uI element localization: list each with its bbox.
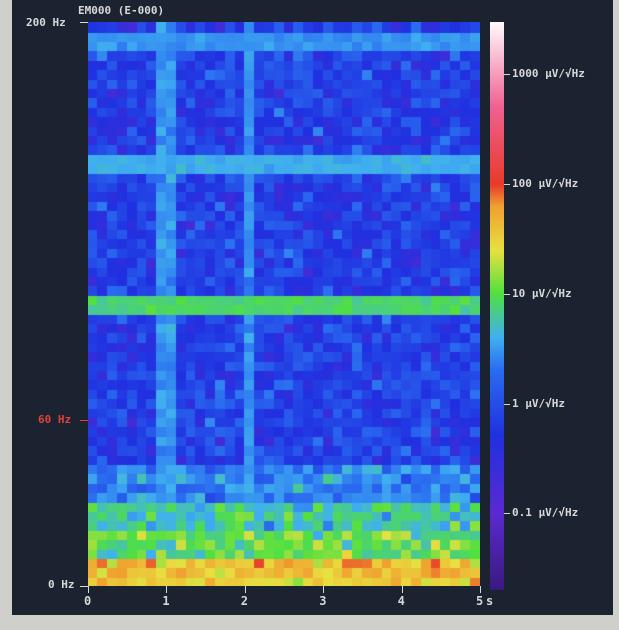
colorbar — [490, 22, 504, 590]
colorbar-tick — [504, 184, 510, 186]
colorbar-tick-label: 1 μV/√Hz — [512, 396, 565, 410]
spectrogram-heatmap — [88, 22, 480, 586]
x-tick — [88, 586, 89, 593]
x-tick — [401, 586, 403, 593]
x-tick — [244, 586, 246, 593]
x-tick-label: 1 — [162, 594, 170, 608]
colorbar-tick-label: 100 μV/√Hz — [512, 177, 579, 191]
y-tick-60 — [80, 420, 88, 421]
x-tick — [323, 586, 325, 593]
x-tick-label: 4 — [397, 594, 405, 608]
colorbar-tick — [504, 513, 510, 515]
colorbar-tick-label: 1000 μV/√Hz — [512, 67, 585, 81]
colorbar-tick — [504, 403, 510, 405]
x-tick-label: 3 — [319, 594, 327, 608]
x-tick-label: 0 — [84, 594, 92, 608]
colorbar-tick-label: 10 μV/√Hz — [512, 286, 572, 300]
x-tick — [480, 586, 481, 593]
y-tick-label-200: 200 Hz — [26, 16, 66, 29]
chart-title: EM000 (E-000) — [78, 4, 165, 17]
colorbar-tick — [504, 293, 510, 295]
x-tick-label: 2 — [240, 594, 249, 608]
y-tick-200 — [80, 22, 88, 23]
y-tick-label-0: 0 Hz — [48, 578, 75, 591]
x-tick-label: 5 — [476, 594, 484, 608]
x-axis-unit: s — [486, 594, 494, 608]
colorbar-tick — [504, 74, 510, 76]
colorbar-tick-label: 0.1 μV/√Hz — [512, 506, 579, 520]
x-tick — [166, 586, 168, 593]
y-tick-0 — [80, 586, 88, 587]
y-tick-label-60: 60 Hz — [38, 413, 72, 426]
